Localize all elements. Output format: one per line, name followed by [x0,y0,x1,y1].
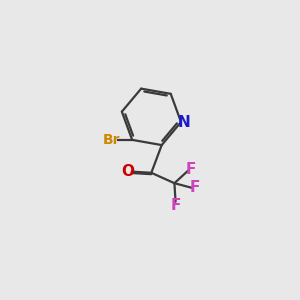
Text: F: F [190,180,200,195]
Text: N: N [177,115,190,130]
Text: F: F [185,162,196,177]
Text: Br: Br [103,133,120,147]
Text: O: O [122,164,135,179]
Text: F: F [170,198,181,213]
